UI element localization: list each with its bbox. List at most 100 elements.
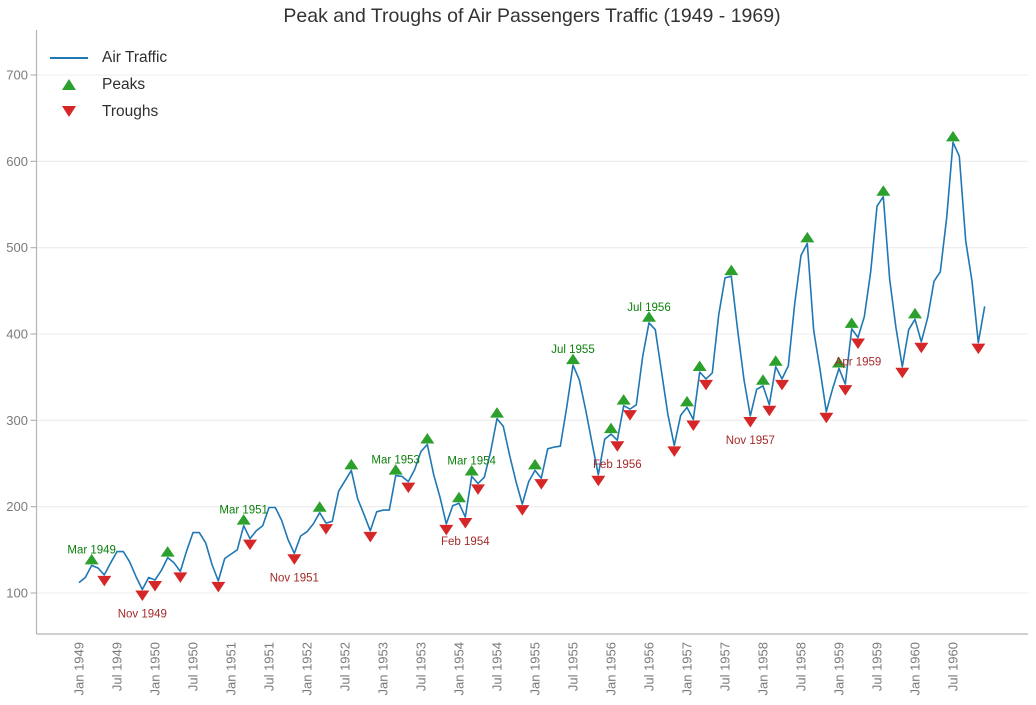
peak-annotation: Mar 1949 [67,544,116,556]
legend-item-peaks: Peaks [46,71,167,98]
peak-marker [452,491,466,503]
trough-marker [287,554,302,565]
trough-marker [743,417,758,428]
x-tick-label: Jul 1959 [870,642,885,691]
x-tick-label: Jan 1959 [832,642,847,696]
peak-marker [800,231,815,243]
trough-marker [686,420,701,431]
x-tick-label: Jul 1955 [566,642,581,691]
trough-marker [243,539,257,551]
x-axis: Jan 1949 Jul 1949 Jan 1950 Jul 1950 Jan 1951… [72,642,961,696]
legend-line-sample [46,56,92,59]
peak-annotation: Mar 1954 [447,455,496,467]
peak-marker [642,311,656,322]
x-tick-label: Jan 1953 [376,642,391,696]
peak-marker [344,458,359,470]
air-traffic-line [78,141,986,591]
trough-marker [699,379,713,391]
x-tick-label: Jan 1958 [756,642,771,696]
x-tick-label: Jul 1960 [946,642,961,691]
extrema-annotations: Mar 1949 Mar 1951 Mar 1953 Mar 1954 Jul 1955… [67,302,881,621]
peak-marker [236,514,251,525]
x-tick-label: Jul 1952 [338,642,353,691]
trough-marker [914,342,929,354]
y-tick-label: 700 [6,68,28,83]
x-tick-label: Jul 1951 [262,642,277,691]
trough-annotation: Feb 1954 [441,536,490,548]
peak-marker [768,355,783,366]
trough-annotation: Nov 1957 [726,435,775,447]
legend-trough-sample [46,106,92,117]
peak-marker [528,458,542,470]
legend-peak-sample [46,79,92,90]
trough-marker [458,518,473,529]
trough-marker [135,590,150,602]
trough-marker [838,385,853,396]
x-tick-label: Jan 1954 [452,642,467,696]
peak-marker [876,185,891,196]
trough-marker [623,410,637,421]
trough-marker [471,484,485,495]
x-tick-label: Jul 1958 [794,642,809,691]
peak-marker [616,394,631,405]
peak-marker [692,360,707,371]
y-tick-label: 600 [6,154,28,169]
x-tick-label: Jan 1956 [604,642,619,696]
peak-marker [832,357,846,368]
peak-markers [84,130,960,565]
gridlines [36,74,1028,594]
peak-marker [844,317,859,328]
trough-marker [971,343,986,355]
peak-marker [756,374,770,385]
peak-marker [84,553,99,565]
trough-marker [515,505,530,516]
x-tick-label: Jul 1950 [186,642,201,691]
trough-annotation: Apr 1959 [835,356,882,368]
trough-marker [591,475,606,487]
x-tick-label: Jul 1954 [490,642,505,691]
x-tick-label: Jan 1950 [148,642,163,696]
trough-annotation: Feb 1956 [593,459,642,471]
peak-marker [464,464,479,476]
peak-marker [566,353,580,365]
air-traffic-polyline [78,141,986,591]
peak-marker [908,307,922,319]
legend-label: Air Traffic [102,48,168,66]
y-tick-label: 500 [6,240,28,255]
legend-item-air-traffic: Air Traffic [46,44,167,71]
trough-marker [610,441,625,452]
trough-marker [775,379,789,391]
x-tick-label: Jul 1953 [414,642,429,691]
trough-marker [534,479,549,490]
legend-label: Peaks [102,75,146,93]
y-tick-label: 100 [6,586,28,601]
peak-marker [490,407,504,418]
x-tick-label: Jan 1960 [908,642,923,696]
triangle-up-icon [62,79,76,90]
peak-marker [680,395,694,407]
peak-marker [420,433,435,444]
y-axis: 100 200 300 400 500 600 700 [6,68,37,601]
trough-marker [762,405,777,417]
peak-annotation: Mar 1953 [371,455,420,467]
trough-marker [439,524,454,536]
x-tick-label: Jan 1955 [528,642,543,696]
x-tick-label: Jan 1951 [224,642,239,696]
y-tick-label: 300 [6,413,28,428]
triangle-down-icon [62,106,76,117]
peak-annotation: Mar 1951 [219,505,268,517]
trough-annotation: Nov 1949 [118,609,167,621]
trough-marker [401,482,416,494]
x-tick-label: Jul 1956 [642,642,657,691]
trough-marker [895,367,910,379]
trough-marker [148,581,162,592]
peak-marker [160,546,175,557]
y-tick-label: 200 [6,499,28,514]
legend-label: Troughs [102,102,159,120]
y-tick-label: 400 [6,327,28,342]
line-swatch-icon [50,56,88,59]
peak-marker [312,501,327,512]
peak-marker [388,464,403,475]
